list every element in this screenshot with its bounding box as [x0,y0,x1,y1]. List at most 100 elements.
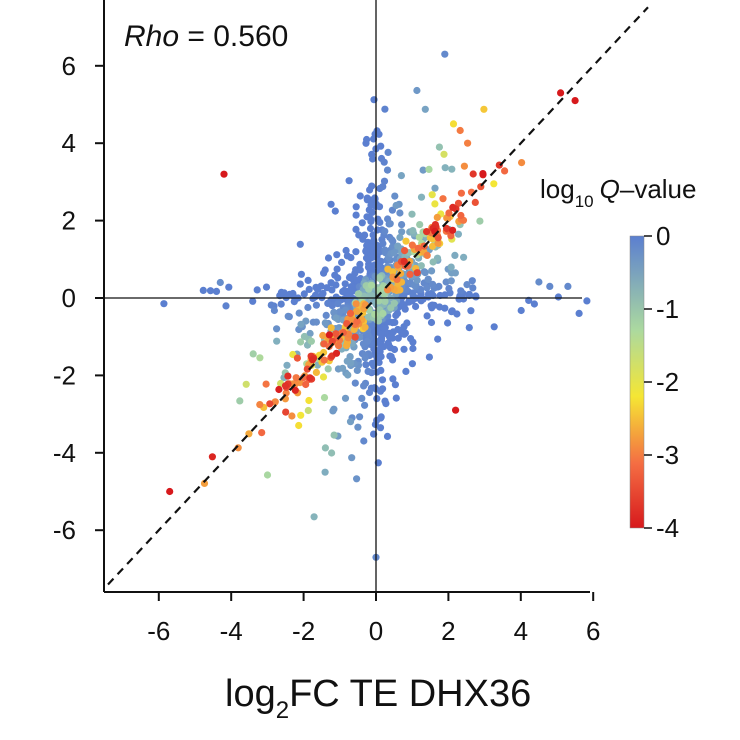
data-point [321,444,329,452]
data-point [273,337,281,345]
data-point [377,334,386,342]
data-point [367,281,375,289]
data-point [334,300,342,308]
data-point [296,240,304,248]
data-point [428,191,436,199]
colorbar-title-subscript: 10 [575,192,594,211]
data-point [465,290,473,298]
data-point [441,50,449,58]
data-point [423,312,431,320]
data-point [468,277,476,285]
data-point [312,318,320,326]
data-point [472,293,480,301]
data-point [392,201,400,210]
data-point [363,241,371,250]
data-point [518,159,526,167]
data-point [449,226,457,234]
data-point [297,411,305,419]
data-point [256,401,264,409]
data-point [339,364,347,372]
data-point [343,357,351,365]
data-point [457,189,465,197]
data-point [332,349,341,357]
data-point [373,127,381,135]
data-point [291,386,299,394]
data-point [275,385,283,394]
data-point [351,333,359,341]
data-point [445,284,453,293]
data-point [439,195,447,203]
data-point [346,418,355,426]
data-point [346,309,355,317]
data-point [417,262,425,270]
data-point [353,366,361,374]
data-point [469,170,477,178]
data-point [360,437,368,445]
data-point [292,374,300,382]
y-tick-label: 4 [62,128,76,158]
data-point [208,453,216,461]
data-point [200,479,209,487]
data-point [253,286,261,294]
data-point [266,400,274,408]
x-axis-title-subscript: 2 [276,697,289,724]
data-point [322,311,330,319]
data-point [327,324,335,332]
data-point [199,286,207,294]
data-point [409,227,417,235]
data-point [258,429,266,437]
data-point [364,367,372,375]
data-point [517,306,525,315]
data-point [417,193,426,201]
data-point [361,354,369,362]
data-point [419,166,427,174]
colorbar-gradient [629,235,645,529]
data-point [441,164,449,172]
data-point [368,182,376,190]
x-axis-title: log2FC TE DHX36 [225,673,531,724]
data-point [368,359,376,367]
data-point [330,431,338,439]
y-tick-label: -4 [53,438,76,468]
colorbar-ticks: 0 -1 -2 -3 -4 [644,221,679,543]
data-point [454,230,462,238]
data-point [364,263,373,271]
rho-annotation: Rho = 0.560 [124,20,288,53]
data-point [425,165,433,173]
data-point [307,337,315,345]
data-point [320,348,328,357]
data-point [575,309,583,317]
data-point [277,300,285,308]
data-point [375,297,383,305]
data-point [400,323,408,331]
data-point [267,301,275,309]
data-point [464,139,472,147]
data-point [305,285,313,293]
data-point [304,406,312,415]
data-point [386,220,394,228]
y-tick-label: 0 [62,283,76,313]
data-point [273,325,281,333]
data-point [376,387,385,395]
data-point [373,395,381,403]
rho-value: = 0.560 [179,20,288,53]
data-point [361,401,369,409]
data-point [453,310,461,318]
data-point [160,300,168,308]
x-axis: -6 -4 -2 0 2 4 6 [104,591,600,646]
data-point [501,167,509,175]
data-point [225,283,233,291]
data-point [371,310,379,318]
data-point [356,266,364,274]
data-point [554,293,563,301]
rho-label: Rho [124,20,179,53]
data-point [304,276,312,284]
data-point [391,318,399,326]
data-point [400,330,408,338]
data-point [297,270,305,278]
data-point [288,412,296,420]
data-point [408,210,416,218]
colorbar-title: log10 Q–value [540,174,696,211]
data-point [339,288,347,296]
data-point [535,278,543,286]
